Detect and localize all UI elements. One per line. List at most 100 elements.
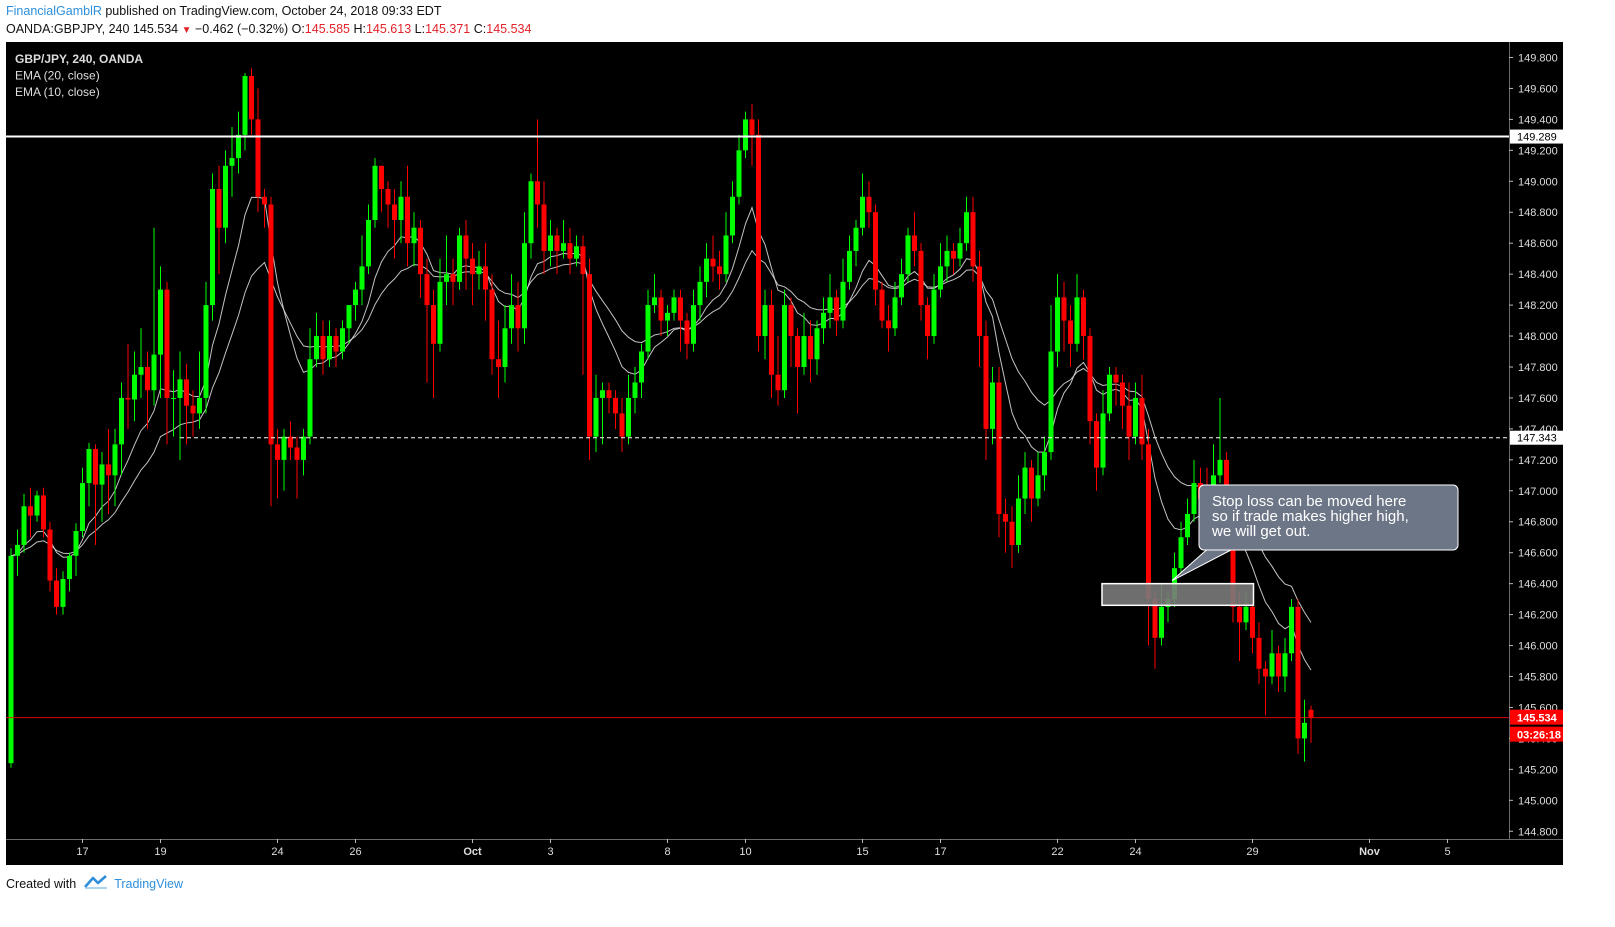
candle bbox=[587, 258, 592, 460]
candle-body bbox=[873, 212, 878, 290]
open-value: 145.585 bbox=[304, 22, 350, 36]
candle bbox=[977, 250, 982, 367]
callout-text: Stop loss can be moved here bbox=[1212, 493, 1406, 510]
candle-body bbox=[1081, 297, 1086, 337]
candle-body bbox=[229, 158, 235, 166]
candle-body bbox=[918, 250, 924, 306]
candle-body bbox=[1276, 653, 1281, 677]
candle-body bbox=[847, 250, 852, 282]
candle bbox=[1022, 452, 1028, 515]
candle-body bbox=[1139, 397, 1145, 445]
candle bbox=[769, 289, 774, 398]
candle-body bbox=[210, 189, 215, 306]
candle bbox=[60, 571, 66, 615]
candle bbox=[1295, 599, 1301, 754]
candle bbox=[333, 328, 339, 367]
candle-body bbox=[1094, 421, 1099, 468]
time-tick-label: 3 bbox=[547, 846, 553, 858]
candle-body bbox=[775, 374, 781, 391]
candle-body bbox=[242, 76, 248, 135]
price-tick-label: 149.800 bbox=[1518, 52, 1558, 64]
candle-body bbox=[710, 258, 716, 267]
candle bbox=[944, 235, 950, 282]
chart-background bbox=[6, 42, 1563, 865]
candle-body bbox=[1042, 452, 1047, 476]
candle-body bbox=[164, 289, 170, 398]
candle bbox=[743, 111, 748, 159]
candle-body bbox=[743, 119, 748, 151]
price-tick-label: 146.600 bbox=[1518, 548, 1558, 560]
candle bbox=[873, 204, 878, 306]
candle-body bbox=[281, 436, 287, 460]
candle bbox=[34, 490, 40, 522]
candle-body bbox=[587, 274, 592, 437]
candle-body bbox=[1113, 374, 1119, 383]
candle bbox=[444, 235, 449, 306]
candle-body bbox=[132, 374, 137, 400]
price-chart[interactable]: 144.800145.000145.200145.400145.600145.8… bbox=[6, 42, 1563, 865]
candle bbox=[398, 181, 404, 244]
candle-body bbox=[463, 235, 469, 259]
candle bbox=[853, 219, 859, 267]
candle bbox=[990, 366, 995, 445]
candle-body bbox=[366, 219, 371, 267]
candle-body bbox=[515, 305, 521, 329]
candle-body bbox=[171, 397, 176, 399]
candle-body bbox=[119, 397, 124, 445]
candle bbox=[665, 305, 670, 337]
candle-body bbox=[554, 235, 560, 251]
candle-body bbox=[476, 266, 482, 275]
candle-body bbox=[424, 274, 430, 306]
candle bbox=[574, 235, 579, 267]
candle-body bbox=[951, 250, 956, 259]
candle-body bbox=[840, 281, 846, 321]
candle bbox=[353, 281, 358, 321]
high-value: 145.613 bbox=[365, 22, 412, 36]
candle-body bbox=[1256, 637, 1262, 669]
candle-body bbox=[483, 266, 488, 290]
candle-body bbox=[652, 297, 657, 306]
callout-text: we will get out. bbox=[1211, 523, 1310, 540]
candle-body bbox=[717, 266, 722, 275]
candle bbox=[1126, 382, 1132, 460]
candle bbox=[320, 320, 326, 375]
down-arrow-icon: ▼ bbox=[181, 25, 192, 36]
candle bbox=[600, 382, 605, 445]
candle-body bbox=[236, 134, 241, 159]
tradingview-link[interactable]: TradingView bbox=[114, 876, 183, 891]
candle-body bbox=[190, 405, 196, 414]
candle bbox=[892, 281, 898, 337]
candle-body bbox=[145, 366, 150, 391]
footer: Created with TradingView bbox=[6, 875, 183, 892]
published-text: published on TradingView.com, October 24… bbox=[105, 4, 442, 18]
candle-body bbox=[645, 305, 651, 352]
candle-body bbox=[996, 382, 1002, 515]
candle bbox=[639, 343, 644, 398]
candle-body bbox=[262, 196, 267, 205]
candle-body bbox=[437, 281, 443, 344]
candle-body bbox=[535, 181, 540, 205]
candle bbox=[522, 212, 527, 344]
candle-body bbox=[249, 76, 254, 120]
price-tick-label: 147.200 bbox=[1518, 455, 1558, 467]
callout-pointer bbox=[1171, 549, 1233, 582]
candle-body bbox=[106, 464, 111, 476]
candle bbox=[964, 196, 969, 251]
candle bbox=[1250, 599, 1255, 654]
candle-body bbox=[177, 379, 183, 398]
candle bbox=[1139, 374, 1145, 460]
author-link[interactable]: FinancialGamblR bbox=[6, 4, 102, 18]
price-tick-label: 149.000 bbox=[1518, 176, 1558, 188]
candle bbox=[1055, 274, 1060, 367]
candle-body bbox=[827, 297, 833, 313]
candle-body bbox=[561, 243, 566, 251]
candle-body bbox=[327, 336, 332, 360]
candle-body bbox=[1178, 537, 1184, 569]
candle-body bbox=[203, 305, 209, 398]
candle bbox=[431, 289, 436, 398]
candle bbox=[41, 487, 46, 538]
candle bbox=[15, 529, 20, 576]
candle bbox=[1256, 622, 1262, 685]
candle-body bbox=[593, 397, 599, 437]
candle-body bbox=[626, 397, 631, 437]
